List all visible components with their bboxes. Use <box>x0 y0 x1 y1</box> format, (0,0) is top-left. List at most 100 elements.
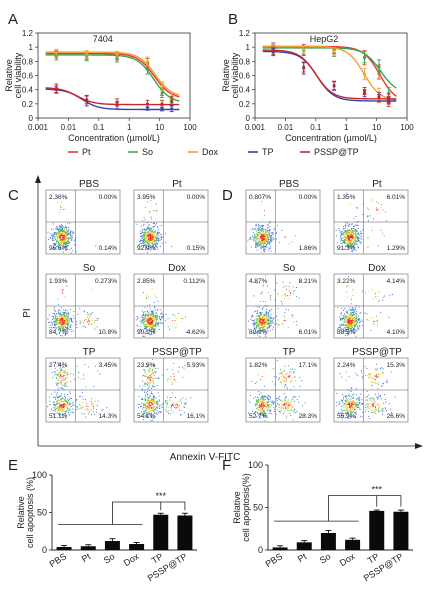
x-tick-label: 0.1 <box>93 123 105 132</box>
flow-plot-tp: TP 1.82% 17.1% 52.7% 28.3% <box>245 347 321 423</box>
x-tick-label: 0.1 <box>310 123 322 132</box>
bar-tp <box>153 514 169 550</box>
y-tick-label: 0.4 <box>22 86 34 95</box>
quadrant-ur-value: 0.00% <box>99 194 118 201</box>
quadrant-ll-value: 91.3% <box>337 245 356 252</box>
data-point <box>170 99 174 103</box>
sample-label: Pt <box>372 179 382 190</box>
y-tick-label: 0.2 <box>22 100 34 109</box>
annexin-axis-arrow <box>415 443 423 449</box>
dot-cloud <box>138 358 192 422</box>
x-tick-label: 10 <box>155 123 164 132</box>
data-point <box>115 57 119 60</box>
chart-title: 7404 <box>93 34 113 44</box>
sample-label: Dox <box>368 263 386 274</box>
y-axis-label: Relative <box>16 496 26 529</box>
series-so <box>45 50 180 107</box>
quadrant-ul-value: 3.22% <box>337 278 356 285</box>
quadrant-ll-value: 55.9% <box>337 413 356 420</box>
series-pssp-tp <box>262 46 397 103</box>
x-tick-label: 1 <box>344 123 349 132</box>
flow-grid-d: PBS 0.807% 0.00% 1.86% Pt 1.35% 6.01% 91.3% 1.29… <box>245 179 409 423</box>
category-label: Dox <box>338 551 357 568</box>
fit-curve <box>262 50 397 102</box>
dot-cloud <box>335 363 396 420</box>
apoptosis-chart-f: 0 50 100 Relative cell apoptosis(%) PBS Pt So Do… <box>232 460 413 583</box>
legend-label: Dox <box>202 147 219 157</box>
bar-pssp-tp <box>393 511 409 550</box>
category-label: PBS <box>264 551 285 569</box>
category-label: So <box>318 551 333 565</box>
legend-label: So <box>142 147 153 157</box>
x-tick-label: 0.001 <box>28 123 49 132</box>
data-point <box>377 65 381 69</box>
viability-chart-a: 0 0.2 0.4 0.6 0.8 1 1.2 0.001 0.01 0.1 1 10 100 7404 C… <box>4 29 197 143</box>
fit-curve <box>262 45 397 101</box>
quadrant-ur-value: 5.93% <box>187 362 206 369</box>
data-point <box>170 107 174 111</box>
quadrant-ll-value: 95.6% <box>49 245 68 252</box>
fit-curve <box>45 88 180 111</box>
panel-letter-e: E <box>8 457 18 474</box>
y-tick-label: 0.6 <box>239 72 251 81</box>
apoptosis-chart-e: 0 50 100 Relative cell apoptosis (%) PBS Pt So D… <box>16 470 197 583</box>
data-point <box>302 65 306 69</box>
y-tick-label: 0 <box>42 545 47 555</box>
quadrant-ll-value: 92.9% <box>137 245 156 252</box>
bar-pbs <box>272 547 288 550</box>
quadrant-ul-value: 0.807% <box>249 194 271 201</box>
quadrant-ll-value: 80.9% <box>249 329 268 336</box>
pi-axis-arrow <box>35 175 41 183</box>
bar-pssp-tp <box>177 515 193 550</box>
data-point <box>363 72 367 76</box>
data-point <box>85 98 89 102</box>
quadrant-ur-value: 0.273% <box>95 278 117 285</box>
quadrant-ul-value: 1.82% <box>249 362 268 369</box>
legend-label: TP <box>262 147 274 157</box>
dot-cloud <box>247 201 296 253</box>
quadrant-ur-value: 0.00% <box>187 194 206 201</box>
sample-label: TP <box>83 347 96 358</box>
viability-chart-b: 0 0.2 0.4 0.6 0.8 1 1.2 0.001 0.01 0.1 1 10 100 HepG2… <box>221 29 414 143</box>
data-point <box>160 84 164 88</box>
quadrant-ul-value: 23.9% <box>137 362 156 369</box>
series-pssp-tp <box>45 83 180 108</box>
quadrant-ul-value: 3.95% <box>137 194 156 201</box>
sample-label: PBS <box>79 179 99 190</box>
series-dox <box>45 48 180 101</box>
data-point <box>363 55 367 59</box>
quadrant-ur-value: 8.21% <box>299 278 318 285</box>
flow-grid-c: PBS 2.36% 0.00% 95.6% 0.14% Pt 3.95% 0.00% 92.9%… <box>45 179 209 423</box>
y-tick-label: 0.8 <box>239 57 251 66</box>
fit-curve <box>45 54 180 102</box>
y-axis-label: cell apoptosis (%) <box>25 477 35 548</box>
x-tick-label: 0.001 <box>245 123 266 132</box>
data-point <box>85 52 89 56</box>
quadrant-ll-value: 52.7% <box>249 413 268 420</box>
chart-title: HepG2 <box>310 34 339 44</box>
quadrant-lr-value: 10.8% <box>99 329 118 336</box>
data-point <box>146 66 150 70</box>
flow-plot-pt: Pt 1.35% 6.01% 91.3% 1.29% <box>333 179 409 255</box>
quadrant-ur-value: 6.01% <box>387 194 406 201</box>
sample-label: Dox <box>168 263 186 274</box>
quadrant-ll-value: 51.1% <box>49 413 68 420</box>
fit-curve <box>45 51 180 96</box>
bar-so <box>104 541 120 550</box>
category-label: Dox <box>122 551 141 568</box>
quadrant-ul-value: 2.85% <box>137 278 156 285</box>
y-axis-label: Relative <box>221 59 231 92</box>
fit-curve <box>262 45 397 97</box>
quadrant-ur-value: 4.14% <box>387 278 406 285</box>
data-point <box>54 51 58 55</box>
x-tick-label: 1 <box>127 123 132 132</box>
legend-label: PSSP@TP <box>314 147 359 157</box>
bar-pt <box>80 546 96 550</box>
bar-dox <box>345 539 361 550</box>
quadrant-lr-value: 0.15% <box>187 245 206 252</box>
quadrant-ul-value: 1.35% <box>337 194 356 201</box>
panel-letter-a: A <box>8 11 18 28</box>
data-point <box>160 91 164 95</box>
quadrant-ll-value: 84.7% <box>49 329 68 336</box>
quadrant-ul-value: 27.4% <box>49 362 68 369</box>
